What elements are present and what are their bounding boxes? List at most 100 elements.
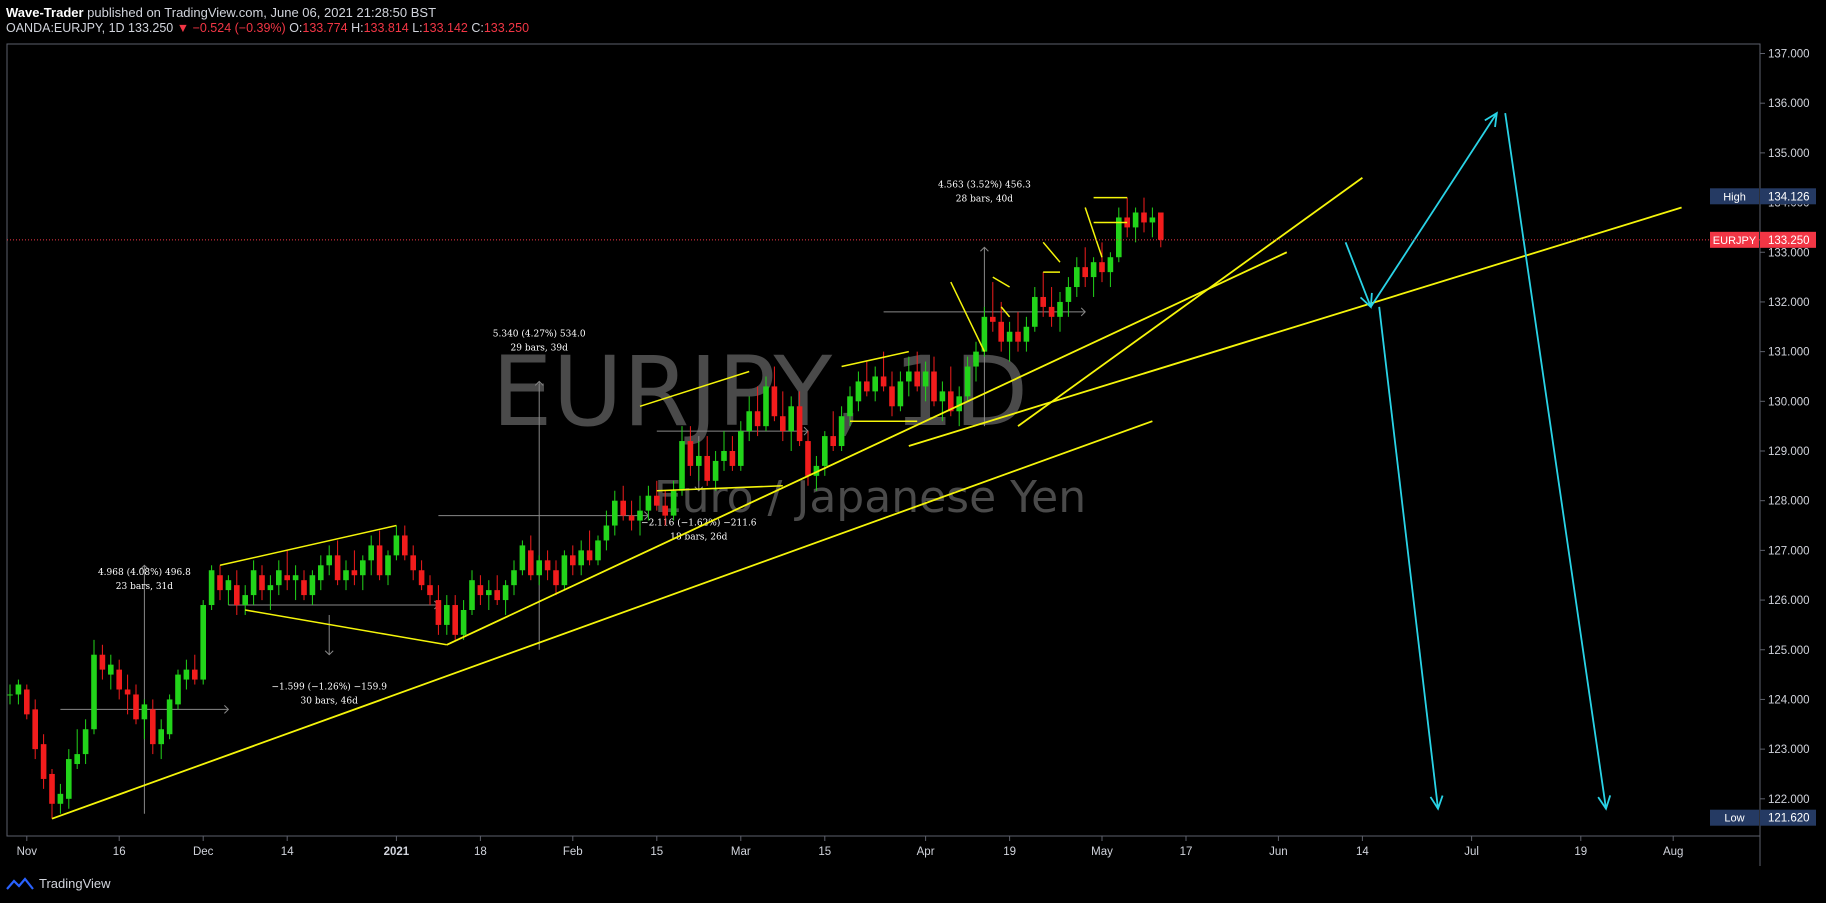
trendlines[interactable] (51, 176, 1682, 820)
y-tick-label: 137.000 (1768, 49, 1810, 61)
candle-body (15, 684, 22, 695)
x-tick-label: Mar (731, 846, 751, 858)
candle-body (1015, 331, 1021, 342)
candle-body (1006, 331, 1013, 342)
trendline[interactable] (51, 420, 1153, 820)
price-axis[interactable]: 122.000 123.000 124.000 125.000 126.000 127.0… (1760, 49, 1810, 806)
candle (402, 525, 408, 561)
y-tick-label: 124.000 (1768, 694, 1810, 706)
tradingview-logo[interactable]: TradingView (6, 876, 111, 891)
x-tick-label: Apr (917, 846, 935, 858)
candle (1048, 287, 1055, 327)
measure-label: 4.563 (3.52%) 456.3 (938, 180, 1031, 191)
candles (7, 197, 1164, 819)
candle-body (956, 396, 962, 412)
candle-body (922, 371, 929, 387)
candle-body (721, 451, 727, 461)
candle-body (746, 411, 752, 432)
candle (838, 406, 845, 451)
pattern-line[interactable] (1000, 306, 1011, 318)
projection-leg[interactable] (1370, 112, 1498, 308)
pattern-line[interactable] (992, 276, 1010, 288)
candle (586, 530, 593, 566)
candle-body (973, 351, 979, 367)
candle-body (301, 580, 307, 596)
candle-body (24, 689, 30, 715)
pattern-line[interactable] (1084, 207, 1103, 258)
projection-arrows[interactable] (1344, 111, 1612, 811)
brand-name: TradingView (39, 876, 111, 891)
candle-body (1149, 217, 1156, 223)
symbol-name[interactable]: OANDA:EURJPY, 1D (6, 21, 125, 35)
candle-body (1032, 296, 1038, 327)
candle (225, 575, 232, 606)
last-price: 133.250 (128, 21, 174, 35)
y-tick-label: 132.000 (1768, 297, 1810, 309)
candle-body (208, 570, 215, 606)
x-tick-label: May (1091, 846, 1113, 858)
candle (1032, 287, 1038, 332)
candle-body (494, 590, 500, 601)
candle (234, 570, 240, 615)
candle (830, 411, 836, 451)
candle-body (234, 585, 240, 606)
candle-body (813, 465, 820, 476)
candle-body (981, 316, 988, 352)
y-tick-label: 122.000 (1768, 794, 1810, 806)
candle-body (998, 321, 1004, 342)
candle (444, 595, 450, 635)
candle (519, 540, 526, 576)
x-tick-label: 15 (650, 846, 663, 858)
candle (250, 560, 257, 606)
price-chart[interactable]: EURJPY, 1D Euro / Japanese Yen 4.968 (4.… (0, 0, 1826, 866)
candle-body (1132, 212, 1139, 228)
candle (7, 684, 13, 705)
pattern-line[interactable] (656, 485, 783, 492)
candle-body (7, 694, 13, 696)
candle-body (847, 396, 853, 417)
close-label: C: (471, 21, 484, 35)
candle (771, 366, 778, 422)
candle-body (586, 550, 593, 561)
candle-body (679, 441, 685, 491)
candle-body (561, 555, 568, 586)
candle-body (444, 605, 450, 625)
candle-body (267, 585, 274, 591)
pattern-line[interactable] (950, 281, 969, 318)
x-tick-label: 19 (1003, 846, 1016, 858)
candle-body (91, 654, 97, 730)
high-badge-label: High (1723, 191, 1746, 203)
pattern-line[interactable] (639, 370, 750, 407)
candle (460, 600, 467, 640)
pattern-line[interactable] (841, 350, 909, 368)
pattern-lines[interactable] (219, 196, 1128, 646)
candle (49, 769, 55, 819)
candle (376, 530, 383, 581)
candle (1090, 257, 1097, 297)
measure-arrow-icon (980, 246, 989, 252)
author-name[interactable]: Wave-Trader (6, 5, 84, 20)
candle (15, 679, 22, 705)
pattern-line[interactable] (1042, 241, 1061, 263)
pattern-line[interactable] (219, 524, 397, 567)
candle (427, 575, 433, 606)
trendline[interactable] (446, 251, 1288, 646)
candle (855, 371, 862, 412)
time-axis[interactable]: Nov 16 Dec 14 2021 18 Feb 15 Mar 15 Apr 19 May 17 Jun 1… (17, 836, 1684, 858)
price-badge-value: 133.250 (1768, 235, 1810, 247)
pattern-line[interactable] (245, 609, 447, 646)
pattern-line[interactable] (966, 316, 986, 352)
x-tick-label: Nov (17, 846, 38, 858)
candle-body (242, 595, 248, 606)
projection-leg[interactable] (1344, 241, 1372, 308)
candle-body (40, 744, 47, 779)
x-tick-label: Jun (1269, 846, 1288, 858)
trendline[interactable] (1017, 176, 1363, 427)
publish-date: published on TradingView.com, June 06, 2… (83, 5, 437, 20)
projection-leg[interactable] (1504, 112, 1607, 809)
trendline[interactable] (908, 206, 1682, 447)
candle (334, 540, 341, 586)
low-badge-label-bg (1710, 809, 1759, 826)
projection-leg[interactable] (1378, 306, 1439, 809)
candle-body (914, 371, 920, 387)
